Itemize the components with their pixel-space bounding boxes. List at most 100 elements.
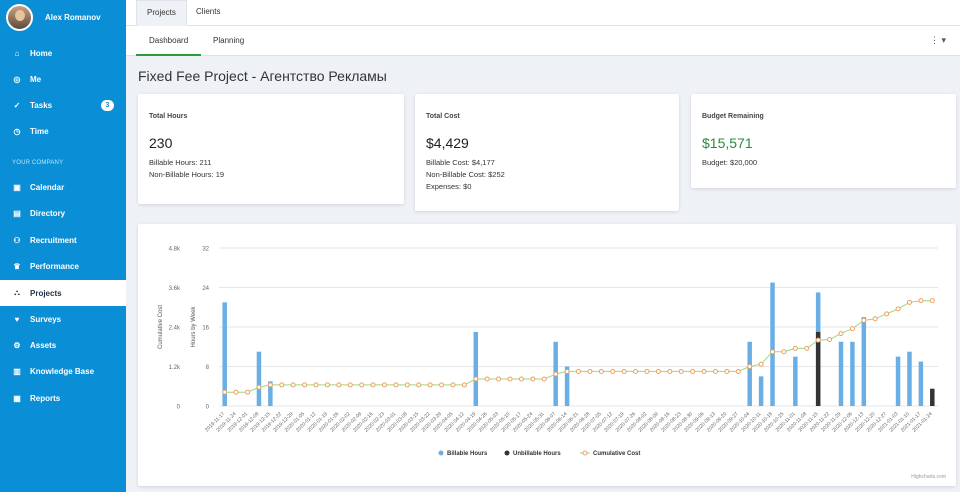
cumulative-cost-point: [712, 368, 718, 374]
cumulative-cost-point: [279, 382, 285, 388]
cumulative-cost-point: [256, 384, 262, 390]
right-axis-title: Hours by Week: [191, 306, 197, 348]
sidebar-item-surveys[interactable]: ♥ Surveys: [0, 306, 126, 332]
avatar[interactable]: [6, 3, 33, 31]
cumulative-cost-point: [747, 364, 753, 369]
sidebar-item-assets[interactable]: ⚙ Assets: [13, 340, 57, 350]
cumulative-cost-point: [815, 337, 821, 343]
sidebar-item-knowledge-base[interactable]: ▥ Knowledge Base: [13, 366, 95, 376]
cumulative-cost-point: [804, 345, 810, 351]
sidebar-item-calendar[interactable]: ▣ Calendar: [13, 182, 65, 192]
user-profile[interactable]: Alex Romanov: [0, 0, 126, 34]
cumulative-cost-point: [439, 382, 445, 388]
tab-clients[interactable]: Clients: [196, 7, 221, 16]
bar-billable-hours: [268, 381, 273, 406]
cumulative-cost-point: [918, 298, 924, 304]
tasks-count-badge: 3: [101, 99, 114, 111]
cumulative-cost-point: [587, 368, 593, 374]
cumulative-cost-point: [484, 376, 490, 382]
more-options-icon[interactable]: ⋮ ▾: [929, 35, 946, 45]
hours-cost-chart: 32 24 16 8 0 4.8k 3.6k 2.4k 1.2k 0 Cumulative Cost…: [158, 247, 938, 457]
clock-icon: ◷: [13, 126, 21, 136]
sidebar-item-performance[interactable]: ♛ Performance: [13, 261, 79, 271]
cumulative-cost-point: [781, 349, 787, 355]
right-axis-tick-label: 16: [202, 326, 209, 332]
legend-unbillable-hours-marker: [504, 450, 510, 456]
cumulative-cost-point: [872, 316, 878, 322]
user-name: Alex Romanov: [45, 12, 101, 22]
tab-planning[interactable]: Planning: [213, 36, 245, 45]
sidebar-item-tasks[interactable]: ✓ Tasks 3: [0, 92, 126, 118]
project-diagram-icon: ⛬: [14, 288, 20, 297]
sidebar-item-me[interactable]: ◎ Me: [13, 74, 42, 84]
sidebar-item-directory[interactable]: ▤ Directory: [13, 208, 66, 218]
sidebar-item-home[interactable]: ⌂ Home: [0, 40, 126, 66]
sidebar-item-time[interactable]: ◷ Time: [13, 126, 49, 136]
cumulative-cost-point: [610, 368, 616, 374]
bar-billable-hours: [907, 351, 912, 406]
sidebar-item-reports[interactable]: ▦ Reports: [13, 393, 61, 403]
sidebar-item-projects[interactable]: ⛬ Projects: [0, 280, 126, 306]
bar-chart-icon: ▦: [13, 393, 21, 403]
bar-billable-hours: [861, 317, 867, 406]
page-title: Fixed Fee Project - Агентство Рекламы: [138, 68, 387, 84]
budget-remaining-card: Budget Remaining $15,571 Budget: $20,000: [691, 94, 956, 188]
cumulative-cost-point: [735, 368, 741, 374]
tab-dashboard[interactable]: Dashboard: [136, 26, 202, 56]
address-book-icon: ▤: [13, 208, 21, 218]
card-title: Total Cost: [426, 113, 460, 120]
cumulative-cost-point: [359, 382, 365, 388]
total-hours-card: Total Hours 230 Billable Hours: 211 Non-…: [138, 94, 404, 204]
cumulative-cost-point: [461, 382, 467, 388]
cumulative-cost-point: [450, 382, 456, 388]
billable-hours-text: Billable Hours: 211: [149, 158, 212, 167]
users-icon: ⚇: [13, 235, 21, 245]
bar-billable-hours: [918, 361, 924, 406]
left-axis-tick-label: 4.8k: [169, 247, 181, 253]
cumulative-cost-point: [598, 368, 604, 374]
cumulative-cost-point: [290, 382, 296, 388]
cumulative-cost-line: [224, 300, 933, 393]
cumulative-cost-point: [530, 376, 536, 382]
sub-tabs: Dashboard Planning ⋮ ▾: [126, 26, 960, 56]
cumulative-cost-point: [667, 368, 673, 374]
cumulative-cost-point: [393, 382, 399, 388]
total-hours-value: 230: [149, 135, 173, 151]
bar-billable-hours: [793, 356, 798, 406]
cumulative-cost-point: [678, 368, 684, 374]
left-axis-tick-label: 0: [177, 405, 181, 411]
cumulative-cost-point: [245, 389, 251, 395]
home-icon: ⌂: [14, 48, 20, 58]
legend-billable-hours: Billable Hours: [447, 451, 488, 457]
non-billable-hours-text: Non-Billable Hours: 19: [149, 170, 225, 179]
expenses-text: Expenses: $0: [426, 182, 472, 191]
cumulative-cost-point: [347, 382, 353, 388]
tab-projects[interactable]: Projects: [136, 0, 187, 26]
bar-billable-hours: [564, 366, 570, 406]
cumulative-cost-point: [416, 382, 422, 388]
legend-cumulative-cost-marker: [582, 450, 588, 456]
cumulative-cost-point: [313, 382, 319, 388]
cumulative-cost-point: [473, 376, 479, 382]
cumulative-cost-point: [906, 299, 912, 305]
bar-unbillable-hours: [815, 331, 821, 406]
bar-billable-hours: [895, 356, 901, 406]
cumulative-cost-point: [621, 368, 627, 374]
right-axis-tick-label: 0: [206, 405, 210, 411]
card-title: Total Hours: [149, 113, 188, 120]
bar-billable-hours: [747, 341, 752, 406]
total-cost-value: $4,429: [426, 135, 469, 151]
user-circle-icon: ◎: [13, 74, 21, 84]
budget-text: Budget: $20,000: [702, 158, 758, 167]
cumulative-cost-point: [884, 311, 890, 317]
cumulative-cost-point: [724, 368, 730, 374]
left-axis-tick-label: 3.6k: [169, 286, 181, 292]
hours-cost-chart-card: 32 24 16 8 0 4.8k 3.6k 2.4k 1.2k 0 Cumulative Cost…: [138, 224, 956, 486]
cumulative-cost-point: [404, 382, 410, 388]
bar-billable-hours: [473, 331, 479, 406]
chart-credit[interactable]: Highcharts.com: [911, 474, 946, 480]
left-axis-tick-label: 2.4k: [169, 326, 181, 332]
cumulative-cost-point: [849, 326, 855, 332]
sidebar-item-recruitment[interactable]: ⚇ Recruitment: [13, 235, 77, 245]
left-axis-title: Cumulative Cost: [158, 305, 164, 349]
